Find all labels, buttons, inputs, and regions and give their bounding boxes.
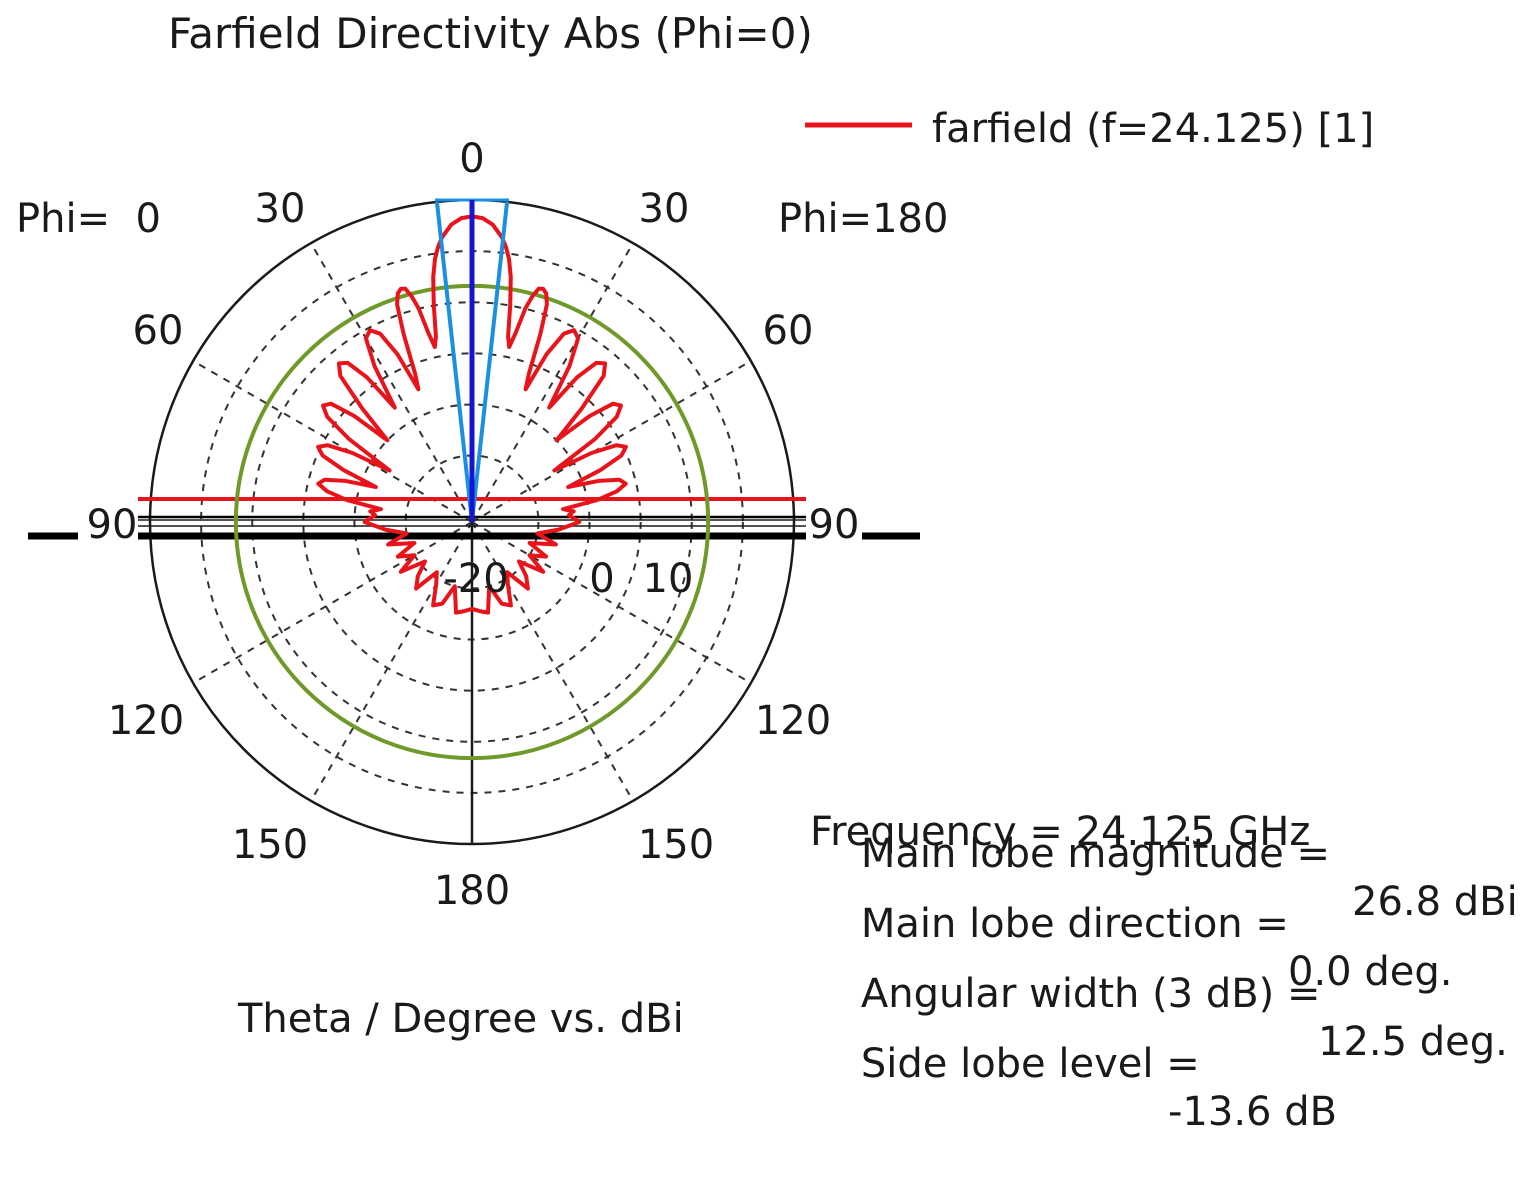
angle-tick-labels: 0 30 60 90 120 150 30 60 90 120 150 180 [87,136,860,914]
grid-spoke [471,521,752,684]
angle-tick-label: 30 [255,186,306,232]
side-lobe-level-label: Side lobe level = [860,1041,1200,1087]
grid-spoke [192,521,473,684]
angle-tick-label: 150 [232,822,308,868]
angle-tick-label: 60 [133,308,184,354]
grid-spoke [471,521,634,802]
side-lobe-level-value: -13.6 dB [1168,1089,1338,1135]
phi-right-label: Phi=180 [778,196,948,242]
angle-tick-label: 30 [639,186,690,232]
frequency-line: Frequency = 24.125 GHz [810,808,1310,856]
results-panel: Frequency = 24.125 GHz Main lobe magnitu… [810,712,1518,1135]
main-lobe-magnitude-value: 26.8 dBi [1352,879,1518,925]
angular-width-label: Angular width (3 dB) = [860,971,1321,1017]
radial-tick-labels: -20 0 10 [443,556,693,602]
angular-width-line: Angular width (3 dB) = 12.5 deg. [810,922,1529,1114]
angle-tick-label: 90 [87,502,138,548]
grid-circle [251,301,693,743]
angle-tick-label: 0 [459,136,484,182]
farfield-curve [316,214,628,615]
angle-tick-label: 120 [755,698,831,744]
grid-spoke [310,242,473,523]
angle-tick-label: 90 [809,502,860,548]
grid-spoke [192,360,473,523]
frequency-label: Frequency = 24.125 GHz [810,809,1311,855]
chart-title: Farfield Directivity Abs (Phi=0) [168,9,813,58]
legend-label: farfield (f=24.125) [1] [932,106,1374,152]
polar-plot: Farfield Directivity Abs (Phi=0) farfiel… [16,9,1374,1042]
phi-left-label: Phi= 0 [16,196,161,242]
angle-tick-label: 180 [434,868,510,914]
main-lobe-magnitude-label: Main lobe magnitude = [860,831,1330,877]
radial-tick-label: 10 [643,556,694,602]
grid-circle [302,352,642,692]
angle-tick-label: 60 [763,308,814,354]
grid-spoke [471,242,634,523]
data-curves [233,198,711,761]
legend: farfield (f=24.125) [1] [805,106,1374,152]
grid-spoke [471,360,752,523]
main-lobe-magnitude-line: Main lobe magnitude = 26.8 dBi [810,782,1529,974]
angle-tick-label: 150 [638,822,714,868]
main-lobe-direction-value: 0.0 deg. [1288,949,1453,995]
main-lobe-direction-label: Main lobe direction = [860,901,1289,947]
beamwidth-line [470,201,510,523]
angle-tick-label: 120 [108,698,184,744]
radial-tick-label: 0 [589,556,614,602]
beamwidth-line [434,201,474,523]
side-lobe-level-line: Side lobe level = -13.6 dB [810,992,1529,1184]
main-lobe-direction-line: Main lobe direction = 0.0 deg. [810,852,1529,1044]
axis-label: Theta / Degree vs. dBi [237,996,684,1042]
radial-tick-label: -20 [443,556,508,602]
grid-spoke [310,521,473,802]
